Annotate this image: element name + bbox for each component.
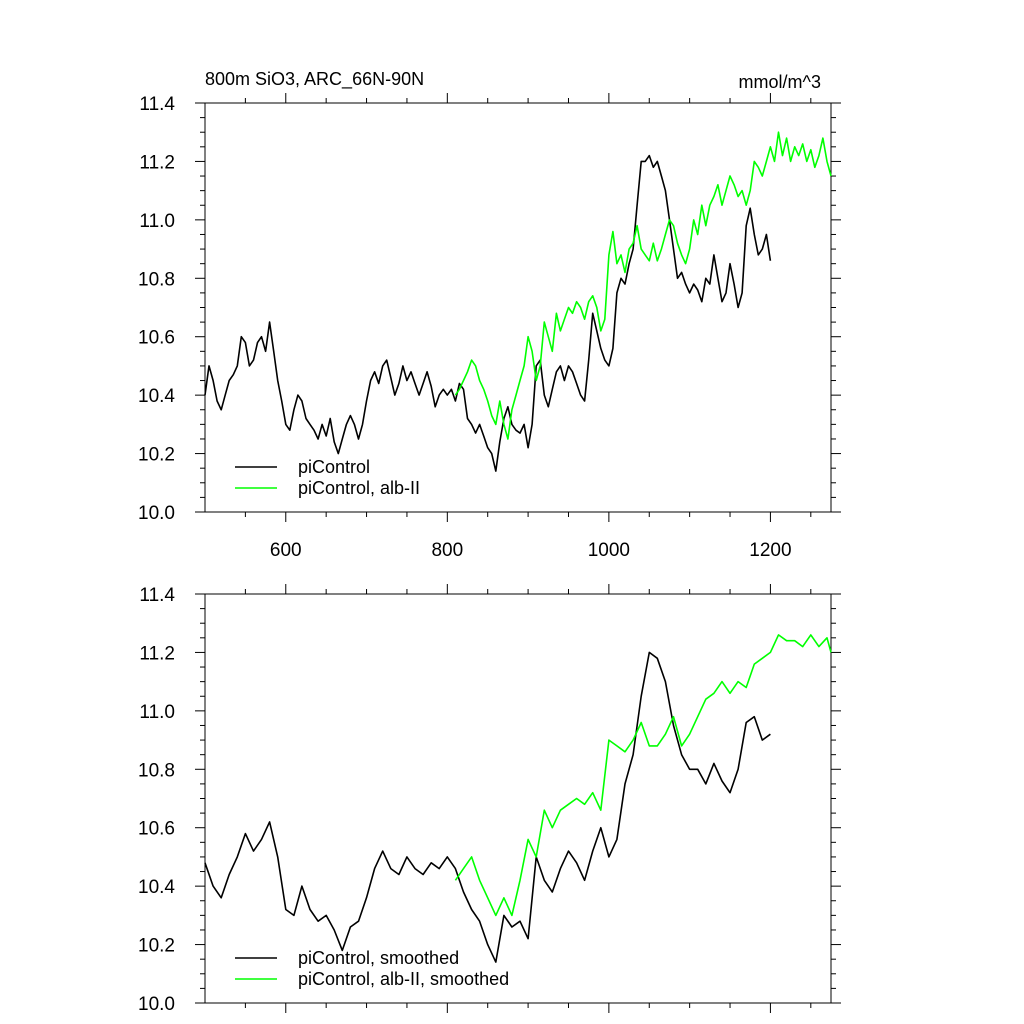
y-tick-label: 10.4	[138, 877, 175, 898]
series-line-picontrol	[204, 154, 772, 472]
y-tick-label: 11.0	[139, 702, 175, 723]
y-tick-label: 10.6	[138, 328, 175, 349]
y-tick-label: 10.0	[138, 994, 175, 1015]
y-tick-label: 10.2	[138, 445, 175, 466]
series-line-alb-ii	[454, 634, 832, 917]
plot-frame	[204, 102, 832, 513]
legend-label: piControl, alb-II, smoothed	[298, 969, 509, 989]
y-tick-label: 11.0	[139, 211, 175, 232]
x-tick-label: 800	[431, 540, 463, 561]
y-tick-label: 10.6	[138, 819, 175, 840]
x-tick-label: 1000	[588, 540, 630, 561]
y-tick-label: 10.8	[138, 269, 175, 290]
y-tick-label: 11.4	[139, 94, 175, 115]
series-line-picontrol	[204, 651, 771, 963]
legend-label: piControl	[298, 457, 370, 477]
y-tick-label: 10.4	[138, 386, 175, 407]
y-tick-label: 10.0	[138, 503, 175, 524]
y-tick-label: 11.2	[139, 643, 175, 664]
legend-label: piControl, alb-II	[298, 478, 420, 498]
chart-title: 800m SiO3, ARC_66N-90N	[205, 69, 424, 90]
y-tick-label: 11.2	[139, 152, 175, 173]
top-panel: 10.0 10.2 10.4 10.6 10.8 11.0 11.2 11.4 600 800 10…	[138, 69, 841, 561]
y-tick-label: 11.4	[139, 585, 175, 606]
x-tick-label: 1200	[749, 540, 791, 561]
units-label: mmol/m^3	[739, 72, 821, 92]
legend-label: piControl, smoothed	[298, 948, 459, 968]
y-tick-label: 10.2	[138, 936, 175, 957]
series-line-alb-ii	[454, 131, 832, 440]
bottom-panel: 10.0 10.2 10.4 10.6 10.8 11.0 11.2 11.4 piContro…	[138, 584, 841, 1015]
plot-frame	[204, 593, 832, 1004]
x-tick-label: 600	[270, 540, 302, 561]
y-tick-label: 10.8	[138, 760, 175, 781]
